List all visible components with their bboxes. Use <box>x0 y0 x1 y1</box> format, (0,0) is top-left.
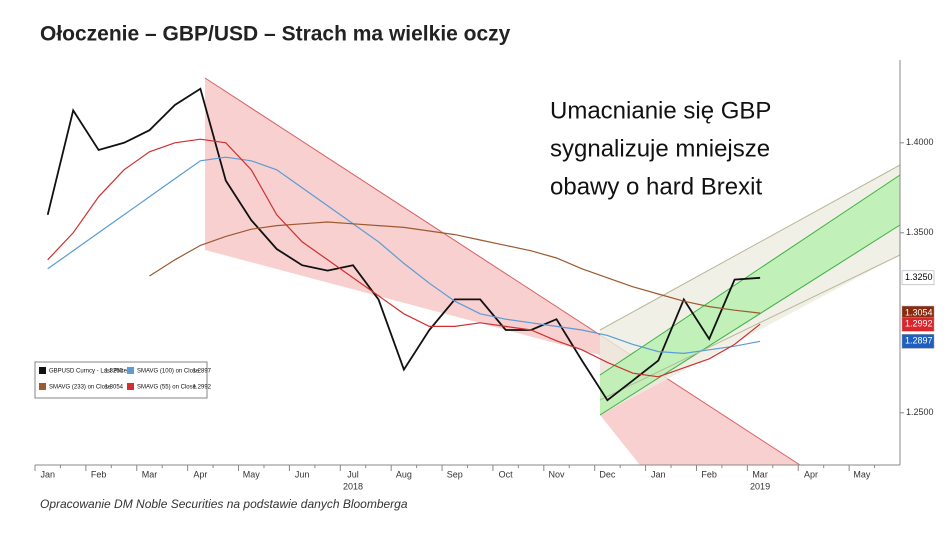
x-tick-label: Aug <box>396 469 412 479</box>
series-line <box>47 138 761 378</box>
x-tick-label: Jan <box>40 469 55 479</box>
price-tag-label: 1.3054 <box>905 307 933 317</box>
legend-value: 1.3250 <box>105 369 124 375</box>
y-tick-label: 1.2500 <box>906 407 934 417</box>
legend <box>34 361 208 399</box>
source-note: Opracowanie DM Noble Securities na podst… <box>40 497 408 511</box>
channel-line <box>204 77 801 466</box>
legend-swatch <box>39 367 46 374</box>
legend-label: GBPUSD Curncy - Last Price <box>49 369 128 375</box>
x-tick-label: Jan <box>651 469 666 479</box>
legend-swatch <box>39 383 46 390</box>
price-tag <box>901 316 935 332</box>
legend-label: SMAVG (233) on Close <box>49 385 112 391</box>
price-tag-label: 1.2897 <box>905 336 933 346</box>
channel-line <box>599 224 901 416</box>
legend-value: 1.2897 <box>193 369 212 375</box>
annotation: obawy o hard Brexit <box>550 173 762 200</box>
x-tick-label: Oct <box>499 469 514 479</box>
x-tick-label: Feb <box>91 469 107 479</box>
channel-line <box>599 174 901 376</box>
legend-label: SMAVG (100) on Close <box>137 369 200 375</box>
series-line <box>149 221 761 314</box>
x-tick-label: Apr <box>193 469 207 479</box>
x-group-label: 2018 <box>343 481 363 491</box>
x-tick-label: Mar <box>752 469 768 479</box>
y-tick-label: 1.4000 <box>906 137 934 147</box>
series-line <box>47 156 761 355</box>
legend-value: 1.3054 <box>105 385 124 391</box>
x-tick-label: Nov <box>549 469 566 479</box>
bull-channel <box>600 175 900 415</box>
x-tick-label: Sep <box>447 469 463 479</box>
price-tag-label: 1.3250 <box>905 272 933 282</box>
x-tick-label: Jul <box>347 469 359 479</box>
x-tick-label: Dec <box>599 469 616 479</box>
annotation: Umacnianie się GBP <box>550 97 771 124</box>
legend-swatch <box>127 367 134 374</box>
legend-value: 1.2992 <box>193 385 212 391</box>
legend-label: SMAVG (55) on Close <box>137 385 197 391</box>
x-tick-label: Jun <box>295 469 310 479</box>
x-group-label: 2019 <box>750 481 770 491</box>
y-tick-label: 1.3500 <box>906 227 934 237</box>
legend-swatch <box>127 383 134 390</box>
chart-title: Ołoczenie – GBP/USD – Strach ma wielkie … <box>40 23 511 46</box>
price-tag-label: 1.2992 <box>905 319 933 329</box>
price-tag <box>901 270 935 286</box>
x-tick-label: Mar <box>142 469 158 479</box>
x-tick-label: May <box>243 469 261 479</box>
x-tick-label: May <box>853 469 871 479</box>
annotation: sygnalizuje mniejsze <box>550 135 770 162</box>
x-tick-label: Apr <box>804 469 818 479</box>
price-tag <box>901 334 935 349</box>
channel-line <box>599 164 901 331</box>
x-tick-label: Feb <box>701 469 717 479</box>
